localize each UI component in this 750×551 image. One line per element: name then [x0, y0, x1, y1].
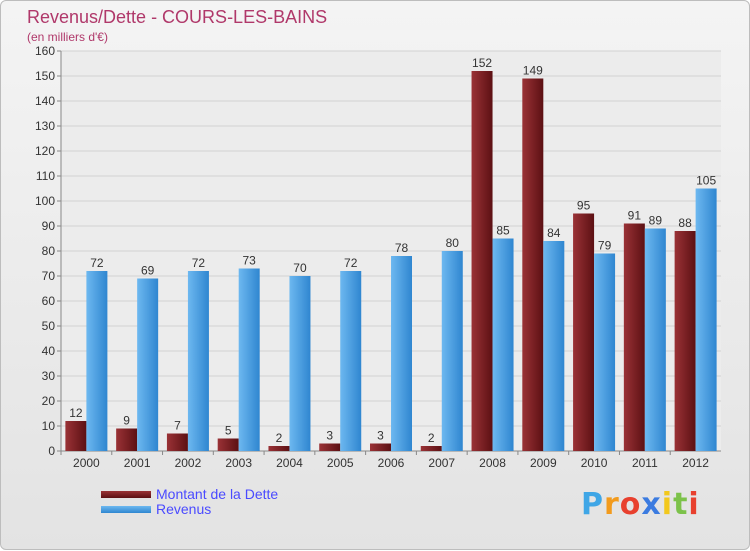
data-label-revenus: 78	[395, 241, 409, 255]
y-tick-label: 160	[35, 44, 55, 58]
data-label-dette: 3	[326, 429, 333, 443]
bar-dette	[522, 78, 544, 451]
x-tick-label: 2011	[632, 456, 658, 470]
bar-dette	[370, 443, 391, 451]
bar-revenus	[492, 238, 514, 451]
bar-revenus	[594, 253, 616, 451]
bar-revenus	[543, 241, 565, 451]
bar-revenus	[441, 251, 463, 451]
x-tick-label: 2009	[530, 456, 557, 470]
data-label-dette: 149	[523, 64, 543, 78]
y-tick-label: 0	[48, 444, 55, 458]
logo-letter: x	[641, 487, 662, 522]
data-label-revenus: 85	[496, 224, 510, 238]
data-label-revenus: 80	[446, 236, 460, 250]
data-label-dette: 88	[678, 216, 692, 230]
data-label-dette: 12	[69, 406, 83, 420]
bar-revenus	[238, 268, 260, 451]
bar-dette	[674, 231, 696, 451]
bar-dette	[623, 223, 645, 451]
x-tick-label: 2000	[73, 456, 100, 470]
y-tick-label: 140	[35, 94, 55, 108]
x-tick-label: 2007	[428, 456, 455, 470]
data-label-revenus: 72	[344, 256, 358, 270]
y-tick-label: 30	[42, 369, 56, 383]
y-tick-label: 110	[36, 169, 55, 183]
logo-letter: i	[688, 487, 700, 522]
logo-letter: i	[661, 487, 674, 522]
y-tick-label: 80	[42, 244, 56, 258]
bar-revenus	[340, 271, 362, 451]
bar-dette	[471, 71, 493, 451]
x-tick-label: 2003	[225, 456, 252, 470]
bar-revenus	[391, 256, 412, 451]
data-label-revenus: 73	[243, 254, 257, 268]
logo-letter: t	[673, 487, 689, 522]
legend-swatch-dette	[101, 491, 151, 498]
y-tick-label: 70	[42, 269, 56, 283]
data-label-dette: 7	[174, 419, 181, 433]
data-label-dette: 3	[377, 429, 384, 443]
bar-dette	[65, 421, 87, 451]
data-label-dette: 95	[577, 199, 591, 213]
x-tick-label: 2001	[124, 456, 151, 470]
bar-revenus	[137, 278, 159, 451]
y-tick-label: 150	[35, 69, 55, 83]
y-tick-label: 130	[35, 119, 55, 133]
bar-dette	[116, 428, 138, 451]
x-tick-label: 2005	[327, 456, 354, 470]
x-tick-label: 2012	[682, 456, 709, 470]
data-label-dette: 2	[428, 431, 435, 445]
bar-dette	[217, 438, 239, 451]
bar-dette	[166, 433, 188, 451]
y-tick-label: 50	[42, 319, 56, 333]
data-label-dette: 91	[628, 209, 642, 223]
x-tick-label: 2006	[378, 456, 405, 470]
x-tick-label: 2010	[581, 456, 608, 470]
logo-letter: P	[581, 487, 604, 522]
data-label-dette: 152	[472, 56, 492, 70]
data-label-revenus: 72	[90, 256, 104, 270]
data-label-revenus: 105	[696, 174, 716, 188]
proxiti-logo: Proxiti	[581, 487, 700, 522]
data-label-revenus: 72	[192, 256, 206, 270]
legend-label-revenus: Revenus	[156, 501, 212, 517]
legend-swatch-revenus	[101, 506, 151, 513]
bar-revenus	[644, 228, 666, 451]
y-tick-label: 120	[35, 144, 55, 158]
bar-revenus	[289, 276, 311, 451]
y-tick-label: 40	[42, 344, 56, 358]
bar-dette	[268, 446, 290, 451]
y-tick-label: 90	[42, 219, 56, 233]
data-label-revenus: 69	[141, 264, 155, 278]
logo-letter: o	[619, 487, 642, 522]
data-label-revenus: 89	[649, 214, 663, 228]
y-tick-label: 20	[42, 394, 56, 408]
bar-dette	[573, 213, 595, 451]
bar-dette	[319, 443, 341, 451]
data-label-revenus: 70	[293, 261, 307, 275]
data-label-dette: 2	[276, 431, 283, 445]
legend-label-dette: Montant de la Dette	[156, 486, 279, 502]
bar-dette	[420, 446, 442, 451]
y-tick-label: 60	[42, 294, 56, 308]
chart-subtitle: (en milliers d'€)	[27, 30, 108, 44]
y-tick-label: 10	[42, 419, 56, 433]
x-tick-label: 2002	[175, 456, 202, 470]
data-label-revenus: 79	[598, 239, 612, 253]
y-tick-label: 100	[35, 194, 55, 208]
data-label-dette: 9	[123, 414, 130, 428]
bar-revenus	[86, 271, 108, 451]
logo-letter: r	[604, 487, 620, 522]
chart-title: Revenus/Dette - COURS-LES-BAINS	[27, 7, 328, 27]
x-tick-label: 2004	[276, 456, 303, 470]
data-label-revenus: 84	[547, 226, 561, 240]
bar-revenus	[695, 188, 717, 451]
x-tick-label: 2008	[479, 456, 506, 470]
data-label-dette: 5	[225, 424, 232, 438]
bar-revenus	[187, 271, 209, 451]
